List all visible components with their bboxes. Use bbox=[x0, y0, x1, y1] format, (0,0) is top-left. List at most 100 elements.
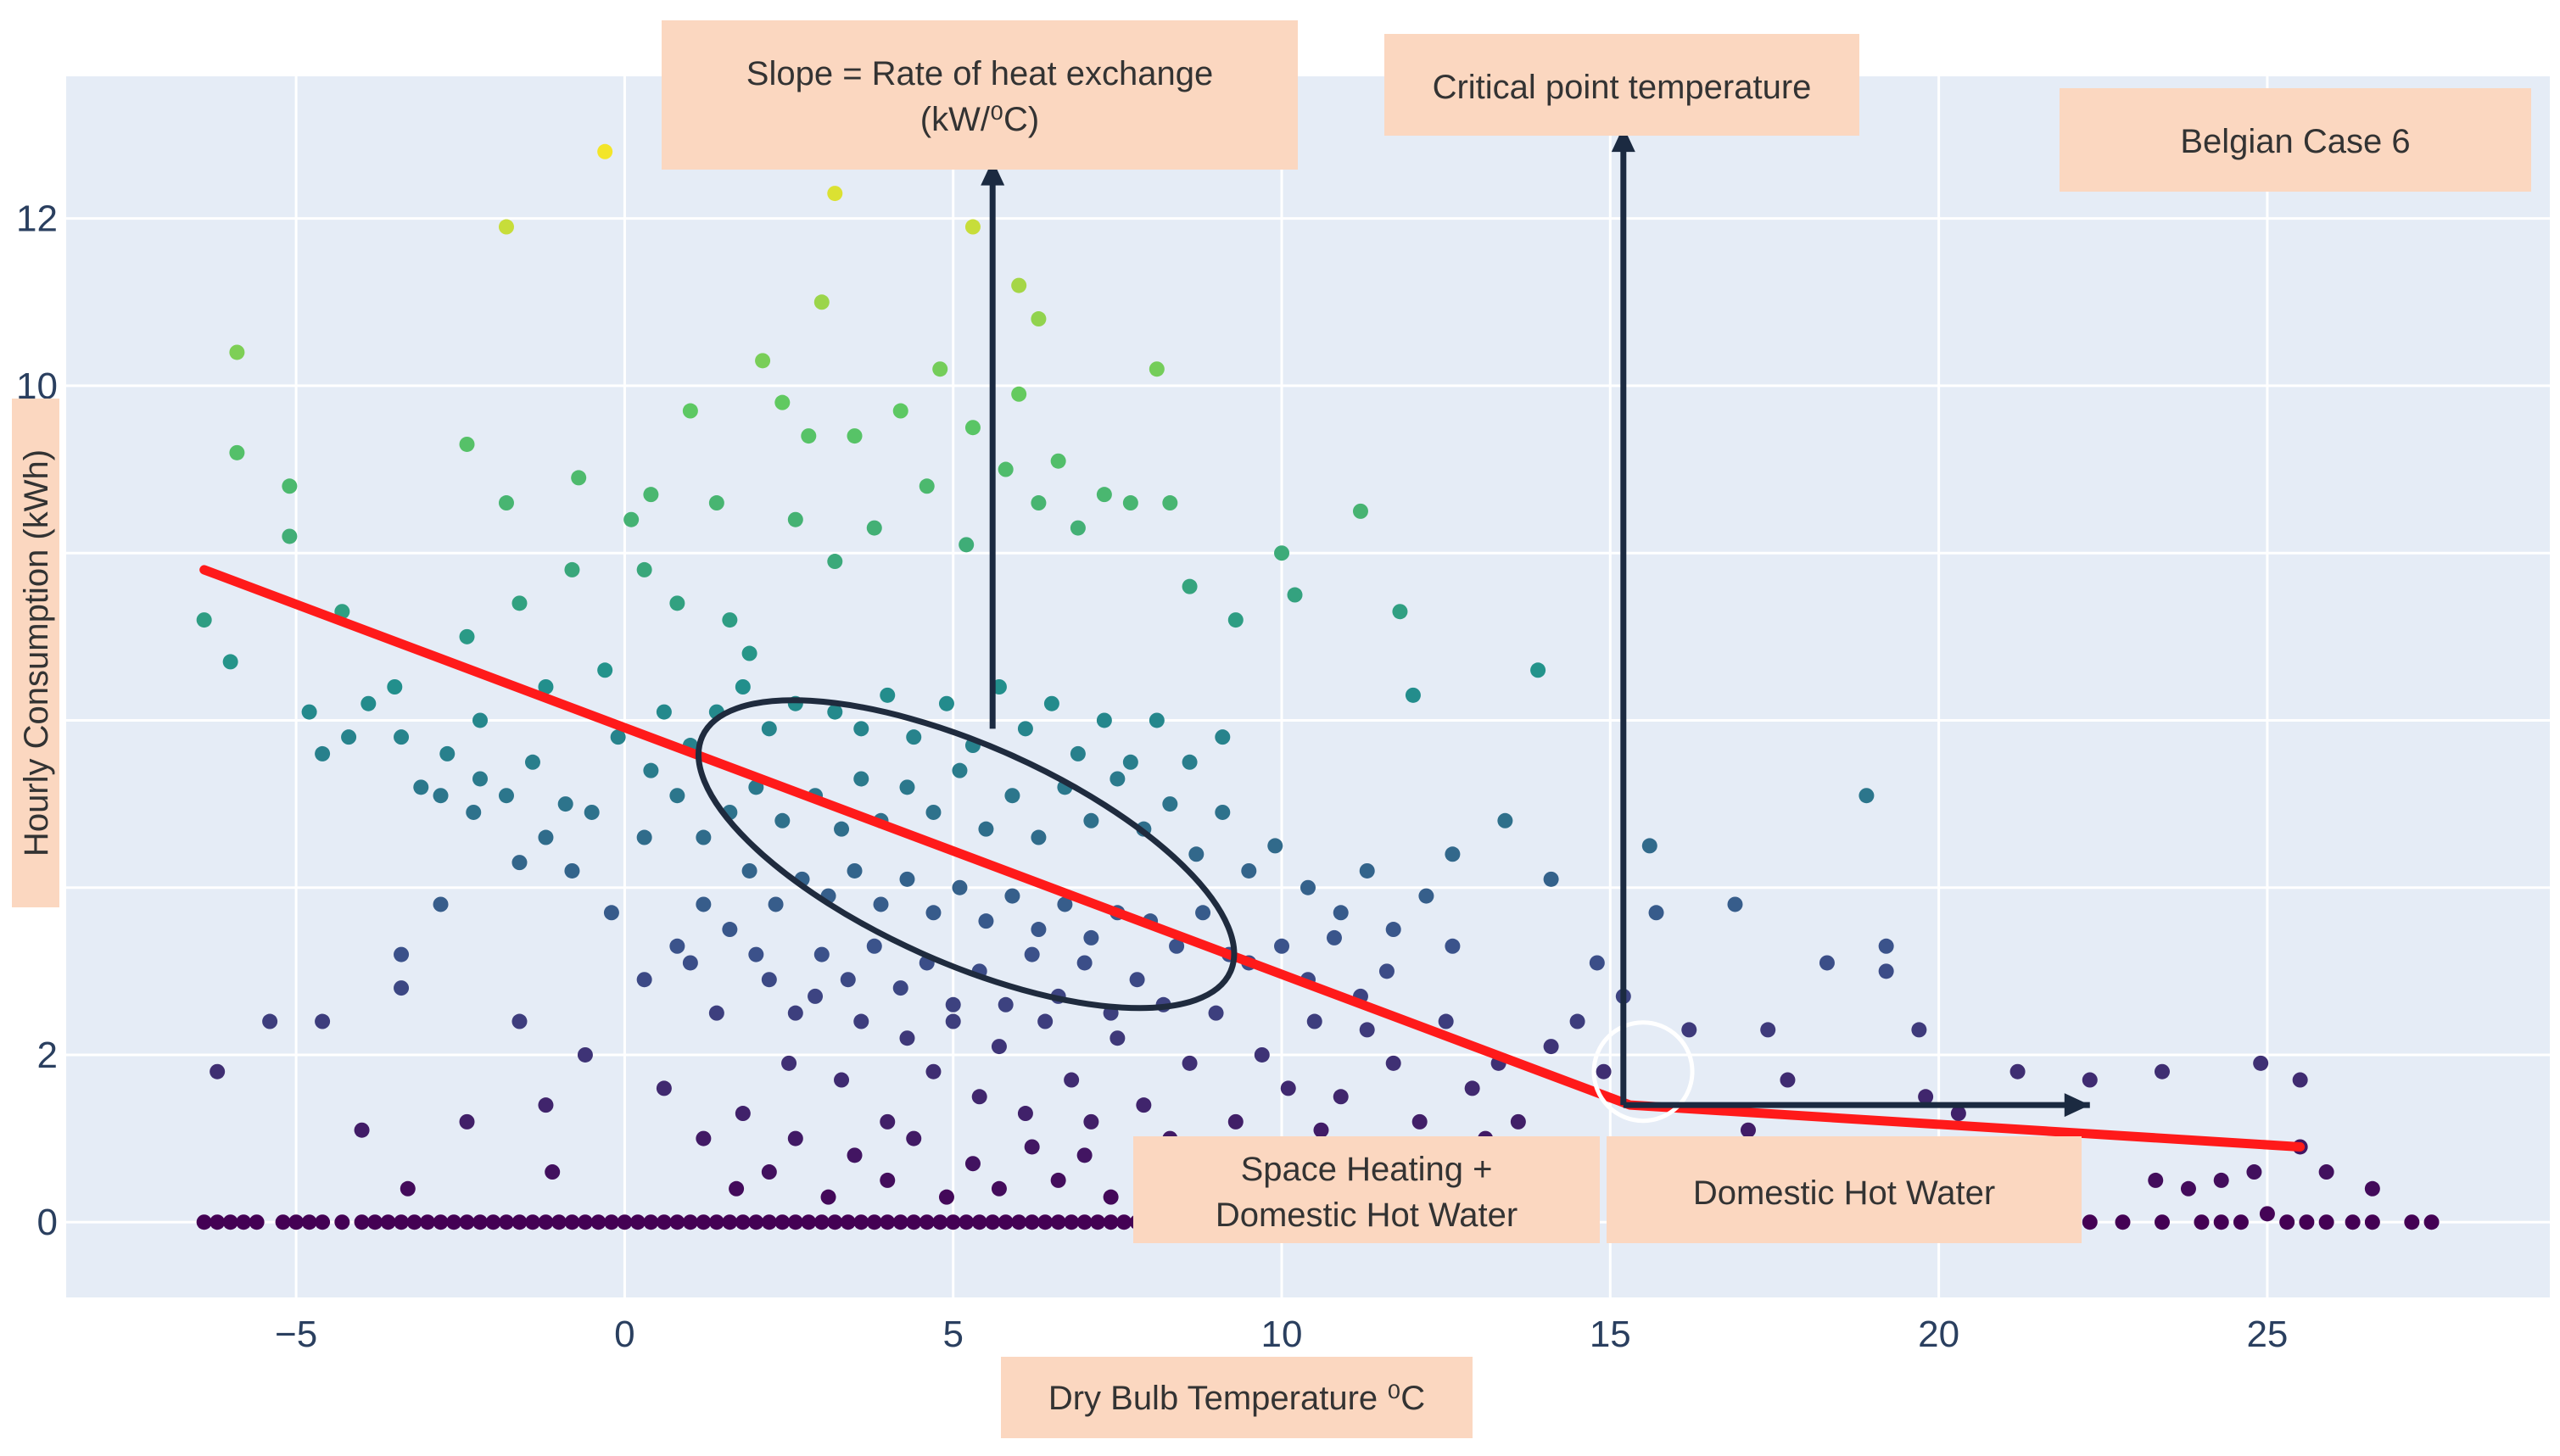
data-point bbox=[978, 821, 994, 837]
data-point bbox=[834, 1072, 850, 1088]
data-point bbox=[880, 1214, 896, 1230]
data-point bbox=[472, 712, 488, 728]
data-point bbox=[1076, 1214, 1093, 1230]
data-point bbox=[229, 444, 245, 460]
data-point bbox=[1740, 1122, 1756, 1138]
data-point bbox=[866, 938, 882, 954]
data-point bbox=[603, 1214, 619, 1230]
data-point bbox=[735, 1106, 751, 1122]
data-point bbox=[945, 1214, 961, 1230]
data-point bbox=[406, 1214, 422, 1230]
data-point bbox=[892, 980, 908, 996]
data-point bbox=[1037, 1214, 1054, 1230]
data-point bbox=[643, 1214, 659, 1230]
data-point bbox=[564, 862, 580, 879]
data-point bbox=[498, 1214, 514, 1230]
data-point bbox=[2279, 1214, 2295, 1230]
data-point bbox=[1254, 1046, 1270, 1063]
data-point bbox=[1031, 495, 1047, 511]
data-point bbox=[899, 871, 915, 887]
data-point bbox=[1208, 1005, 1224, 1021]
data-point bbox=[971, 1214, 987, 1230]
data-point bbox=[834, 821, 850, 837]
data-point bbox=[1445, 846, 1461, 862]
data-point bbox=[708, 1214, 724, 1230]
data-point bbox=[729, 1180, 745, 1197]
data-point bbox=[656, 1214, 672, 1230]
data-point bbox=[545, 1164, 561, 1180]
data-point bbox=[498, 788, 514, 804]
data-point bbox=[1569, 1013, 1585, 1029]
data-point bbox=[1024, 1139, 1040, 1155]
data-point bbox=[590, 1214, 606, 1230]
data-point bbox=[571, 470, 587, 486]
data-point bbox=[236, 1214, 252, 1230]
data-point bbox=[1306, 1013, 1322, 1029]
data-point bbox=[1076, 955, 1093, 971]
data-point bbox=[1445, 938, 1461, 954]
data-point bbox=[1169, 938, 1185, 954]
data-point bbox=[696, 829, 712, 845]
data-point bbox=[853, 1013, 869, 1029]
data-point bbox=[1510, 1113, 1526, 1130]
data-point bbox=[577, 1046, 593, 1063]
data-point bbox=[899, 779, 915, 795]
data-point bbox=[1090, 1214, 1106, 1230]
annotation-slope-line-2: (kW/⁰C) bbox=[920, 101, 1039, 138]
data-point bbox=[1011, 277, 1027, 293]
data-point bbox=[380, 1214, 396, 1230]
data-point bbox=[1188, 846, 1205, 862]
data-point bbox=[1878, 963, 1894, 979]
data-point bbox=[1182, 1055, 1198, 1071]
data-point bbox=[847, 428, 863, 444]
data-point bbox=[938, 1189, 954, 1205]
data-point bbox=[466, 804, 482, 820]
data-point bbox=[361, 695, 377, 711]
data-point bbox=[1878, 938, 1894, 954]
data-point bbox=[722, 612, 738, 628]
data-point bbox=[1064, 1214, 1080, 1230]
data-point bbox=[459, 1113, 475, 1130]
data-point bbox=[557, 796, 573, 812]
data-point bbox=[1136, 1097, 1152, 1113]
data-point bbox=[636, 972, 652, 988]
data-point bbox=[2213, 1214, 2229, 1230]
data-point bbox=[906, 1130, 922, 1146]
data-point bbox=[2194, 1214, 2210, 1230]
data-point bbox=[2115, 1214, 2131, 1230]
data-point bbox=[459, 436, 475, 452]
data-point bbox=[1215, 729, 1231, 745]
data-point bbox=[735, 679, 751, 695]
data-point bbox=[1017, 721, 1033, 737]
data-point bbox=[1596, 1063, 1612, 1079]
data-point bbox=[1103, 1189, 1119, 1205]
data-point bbox=[597, 143, 613, 159]
data-point bbox=[1352, 503, 1368, 519]
data-point bbox=[971, 1089, 987, 1105]
data-point bbox=[880, 1113, 896, 1130]
data-point bbox=[315, 1214, 331, 1230]
data-point bbox=[262, 1013, 278, 1029]
data-point bbox=[210, 1063, 226, 1079]
data-point bbox=[1385, 922, 1401, 938]
data-point bbox=[1004, 888, 1020, 904]
data-point bbox=[656, 704, 672, 720]
data-point bbox=[1359, 1022, 1375, 1038]
data-point bbox=[748, 779, 764, 795]
data-point bbox=[229, 344, 245, 360]
data-point bbox=[2082, 1214, 2098, 1230]
data-point bbox=[2233, 1214, 2249, 1230]
annotation-sh-dhw-line-2: Domestic Hot Water bbox=[1216, 1197, 1518, 1234]
data-point bbox=[2009, 1063, 2026, 1079]
data-point bbox=[787, 511, 803, 527]
data-point bbox=[952, 762, 968, 778]
x-tick-label: 5 bbox=[942, 1314, 963, 1355]
data-point bbox=[2318, 1164, 2334, 1180]
data-point bbox=[656, 1080, 672, 1096]
data-point bbox=[597, 662, 613, 678]
x-tick-label: 0 bbox=[614, 1314, 634, 1355]
data-point bbox=[998, 1214, 1014, 1230]
data-point bbox=[925, 804, 942, 820]
data-point bbox=[801, 1214, 817, 1230]
data-point bbox=[991, 1180, 1007, 1197]
